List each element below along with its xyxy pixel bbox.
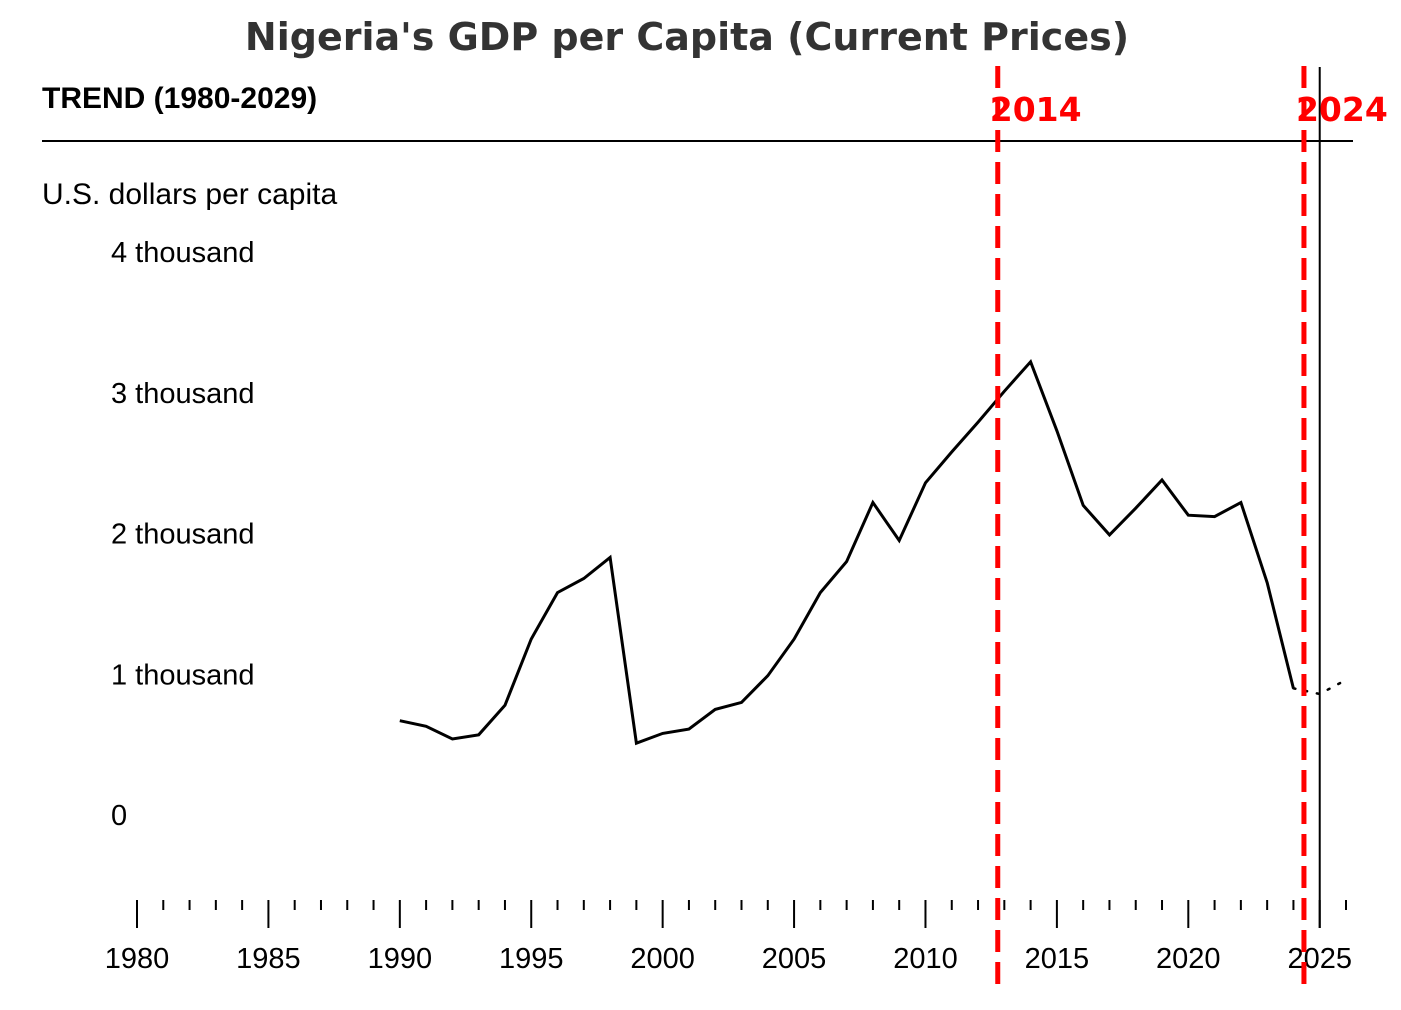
x-tick-label: 1980 <box>105 943 170 975</box>
x-tick-label: 2010 <box>893 943 958 975</box>
y-tick-label: 1 thousand <box>111 659 255 691</box>
x-tick-label: 2005 <box>762 943 827 975</box>
y-tick-label: 3 thousand <box>111 378 255 410</box>
projection-line <box>1292 678 1348 696</box>
chart-subtitle: TREND (1980-2029) <box>42 82 317 115</box>
marker-label-2024: 2024 <box>1296 90 1388 129</box>
x-tick-label: 1995 <box>499 943 564 975</box>
marker-label-2014: 2014 <box>990 90 1082 129</box>
x-tick-label: 2015 <box>1025 943 1090 975</box>
x-tick-label: 1990 <box>368 943 433 975</box>
y-tick-label: 4 thousand <box>111 237 255 269</box>
y-tick-label: 2 thousand <box>111 519 255 551</box>
y-tick-labels: 4 thousand 3 thousand 2 thousand 1 thousand… <box>111 237 255 832</box>
x-tick-label: 2025 <box>1287 943 1352 975</box>
series-lines <box>399 358 1348 746</box>
x-axis: 1980 1985 1990 1995 2000 2005 2010 2015 2020 2025 <box>105 900 1352 975</box>
marker-lines: 2014 2024 <box>990 66 1388 992</box>
x-tick-label: 1985 <box>236 943 301 975</box>
x-tick-label: 2020 <box>1156 943 1221 975</box>
chart-title: Nigeria's GDP per Capita (Current Prices… <box>245 15 1129 59</box>
y-tick-label: 0 <box>111 800 127 832</box>
y-axis-label: U.S. dollars per capita <box>42 178 337 211</box>
x-tick-label: 2000 <box>630 943 695 975</box>
gdp-per-capita-line <box>399 358 1295 746</box>
